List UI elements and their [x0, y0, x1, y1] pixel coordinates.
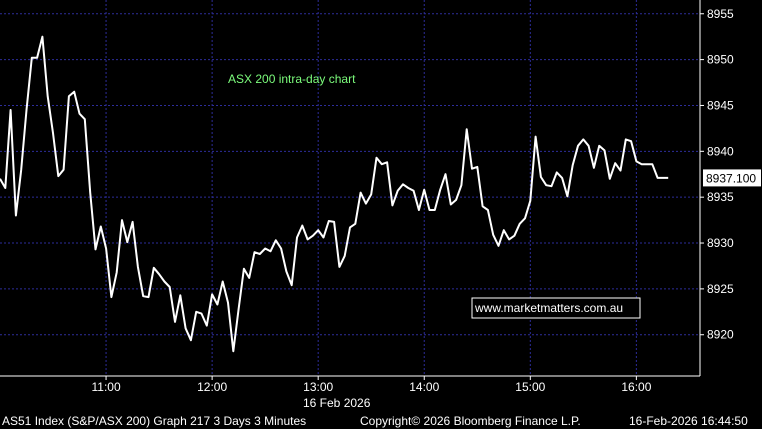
x-ticks: 11:00 12:00 13:00 14:00 15:00 16:00 — [91, 376, 652, 394]
axes — [0, 0, 701, 377]
y-tick-label: 8935 — [707, 190, 734, 204]
date-label: 16 Feb 2026 — [303, 396, 371, 410]
watermark-box — [471, 297, 641, 319]
chart-annotation: ASX 200 intra-day chart — [228, 72, 356, 86]
y-tick-label: 8930 — [707, 236, 734, 250]
last-value-box — [703, 169, 761, 187]
x-tick-label: 12:00 — [197, 380, 227, 394]
x-tick-label: 15:00 — [515, 380, 545, 394]
x-tick-label: 16:00 — [621, 380, 651, 394]
y-tick-label: 8940 — [707, 144, 734, 158]
y-tick-label: 8925 — [707, 282, 734, 296]
y-ticks: 8920 8925 8930 8935 8940 8945 8950 8955 — [700, 7, 734, 342]
x-tick-label: 11:00 — [91, 380, 120, 394]
x-tick-label: 13:00 — [303, 380, 333, 394]
footer-left: AS51 Index (S&P/ASX 200) Graph 217 3 Day… — [2, 414, 306, 428]
series-line — [0, 35, 669, 353]
x-tick-label: 14:00 — [409, 380, 439, 394]
y-tick-label: 8945 — [707, 98, 734, 112]
footer-right: 16-Feb-2026 16:44:50 — [629, 414, 748, 428]
y-tick-label: 8920 — [707, 328, 734, 342]
y-tick-label: 8950 — [707, 53, 734, 67]
watermark-text: www.marketmatters.com.au — [474, 301, 623, 315]
footer-center: Copyright© 2026 Bloomberg Finance L.P. — [360, 414, 581, 428]
last-value-label: 8937.100 — [706, 171, 756, 185]
y-tick-label: 8955 — [707, 7, 734, 21]
footer: AS51 Index (S&P/ASX 200) Graph 217 3 Day… — [2, 414, 748, 428]
